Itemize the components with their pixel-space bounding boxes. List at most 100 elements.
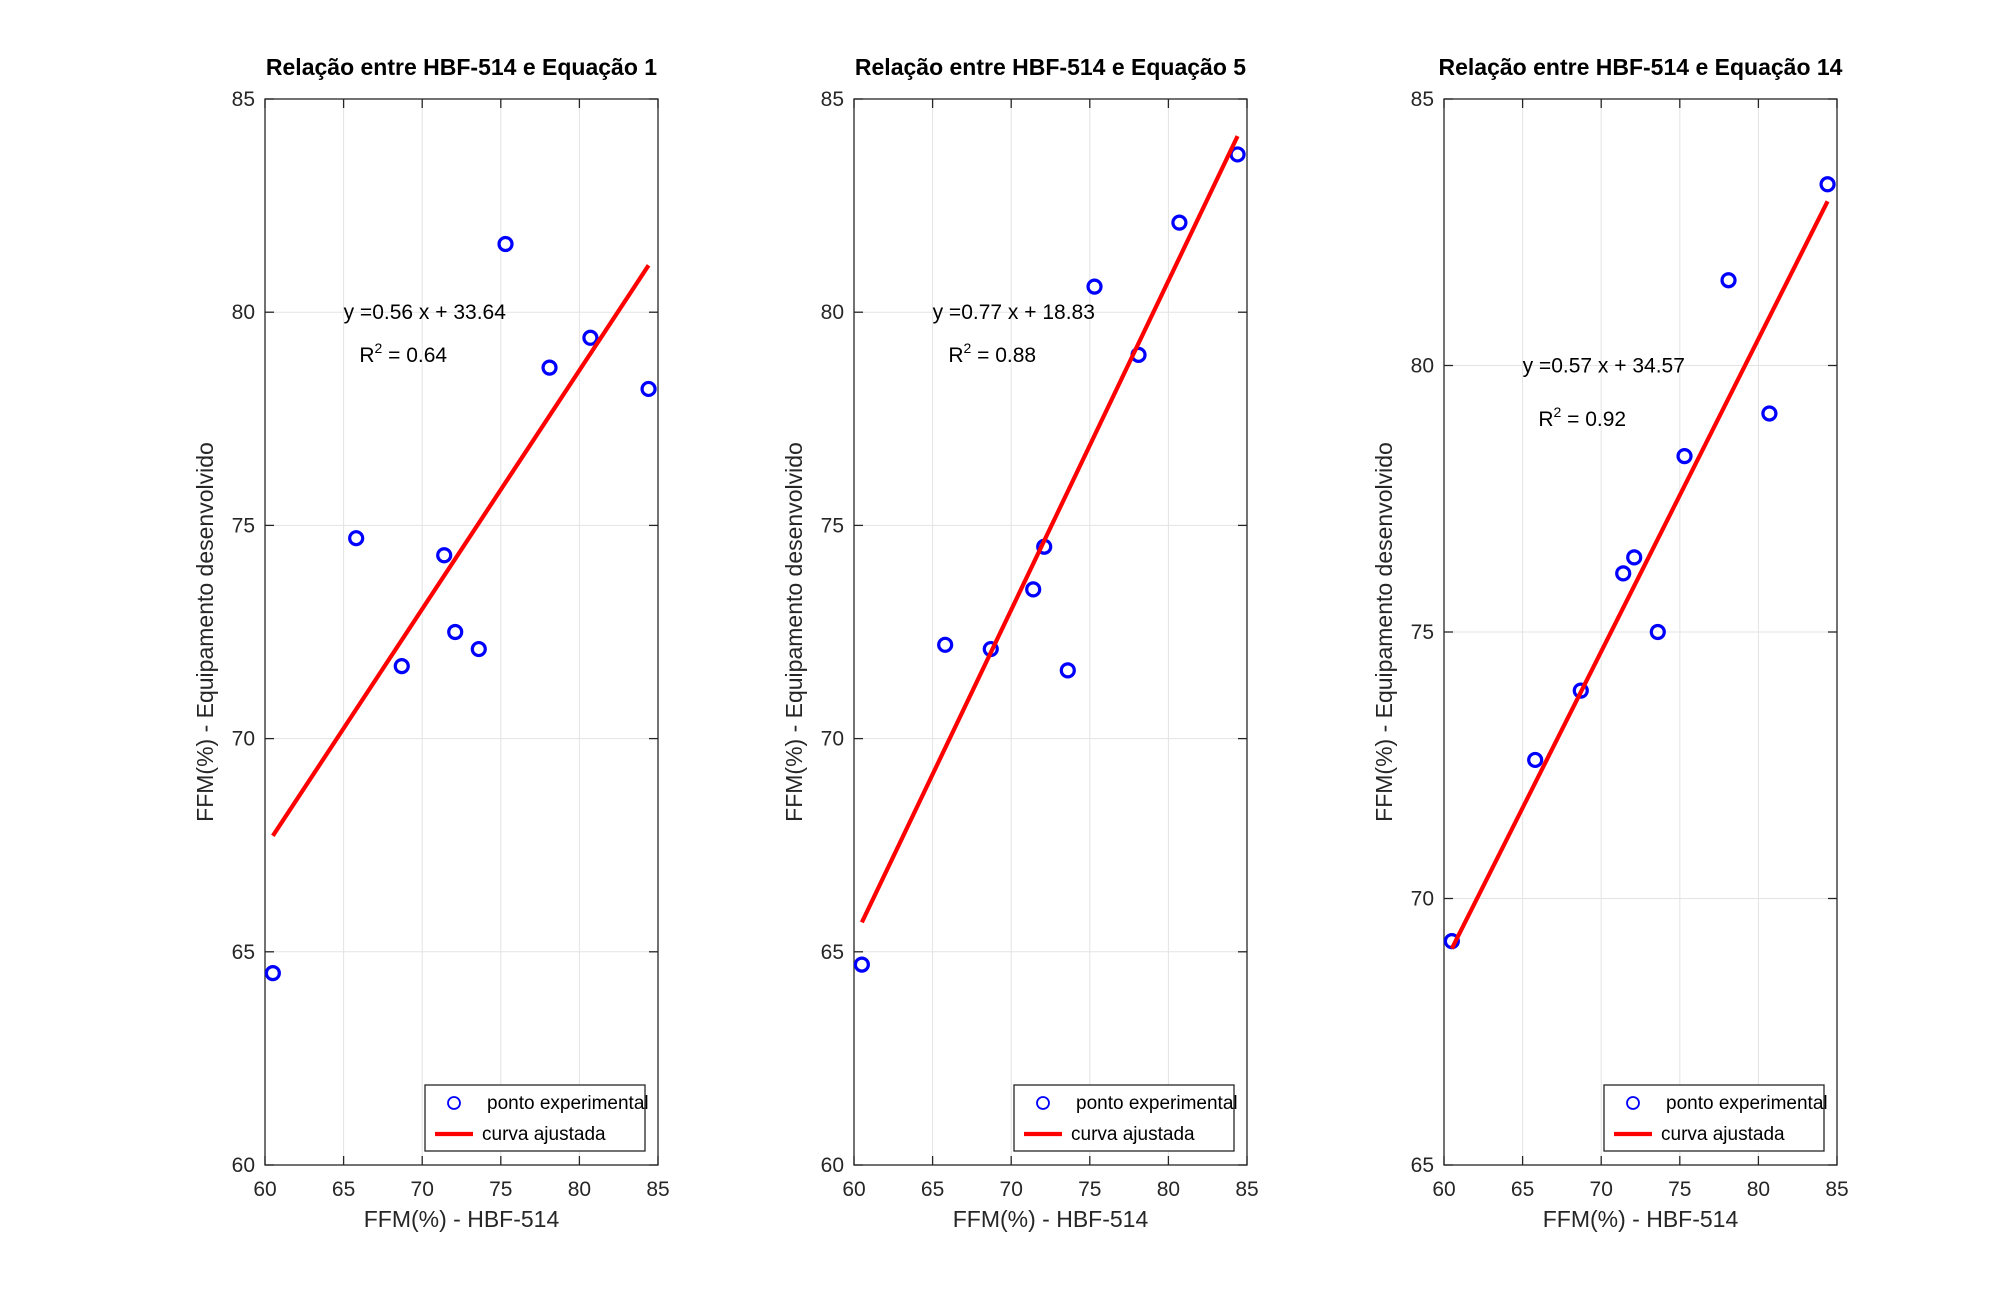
x-axis-label: FFM(%) - HBF-514 <box>953 1206 1149 1232</box>
data-point <box>1615 565 1632 582</box>
x-tick-label: 65 <box>921 1178 944 1201</box>
y-tick-label: 85 <box>821 88 844 111</box>
r-squared-label: R2 = 0.64 <box>359 340 447 367</box>
data-point <box>1086 278 1103 295</box>
x-tick-label: 60 <box>253 1178 276 1201</box>
y-tick-label: 75 <box>821 514 844 537</box>
legend: ponto experimental curva ajustada <box>1603 1084 1828 1152</box>
y-tick-label: 70 <box>1411 888 1434 911</box>
axes-box <box>853 98 1248 1166</box>
x-tick-label: 80 <box>1747 1178 1770 1201</box>
legend-label-fit: curva ajustada <box>1661 1124 1785 1145</box>
data-point <box>1059 662 1076 679</box>
legend: ponto experimental curva ajustada <box>424 1084 649 1152</box>
y-axis-label: FFM(%) - Equipamento desenvolvido <box>781 442 807 822</box>
y-tick-label: 80 <box>232 301 255 324</box>
x-tick-label: 70 <box>1590 1178 1613 1201</box>
data-point <box>447 623 464 641</box>
x-tick-label: 65 <box>332 1178 355 1201</box>
legend-label-points: ponto experimental <box>1666 1093 1828 1114</box>
data-point <box>1171 214 1188 231</box>
y-tick-label: 65 <box>1411 1154 1434 1177</box>
legend-box <box>1013 1084 1235 1152</box>
legend-marker-icon <box>1626 1096 1640 1110</box>
y-axis-label: FFM(%) - Equipamento desenvolvido <box>192 442 218 822</box>
x-tick-label: 70 <box>411 1178 434 1201</box>
y-tick-label: 65 <box>232 941 255 964</box>
data-point <box>348 530 365 547</box>
data-point <box>1572 682 1589 699</box>
equation-label: y =0.56 x + 33.64 <box>344 301 507 324</box>
x-axis-label: FFM(%) - HBF-514 <box>1543 1206 1739 1232</box>
fit-line <box>859 135 1240 924</box>
equation-label: y =0.77 x + 18.83 <box>933 301 1095 324</box>
legend-marker-icon <box>447 1096 461 1110</box>
y-tick-label: 70 <box>821 728 844 751</box>
x-tick-label: 75 <box>1668 1178 1691 1201</box>
data-point <box>497 235 514 253</box>
data-point <box>470 640 487 658</box>
y-tick-label: 75 <box>1411 621 1434 644</box>
chart-panel-1: 60 65 70 75 80 85 60 65 70 75 80 85 y =0.56 x + 33.6… <box>192 54 670 1232</box>
x-tick-label: 80 <box>568 1178 591 1201</box>
data-point <box>436 547 453 564</box>
chart-title: Relação entre HBF-514 e Equação 5 <box>855 54 1246 80</box>
data-point <box>640 380 657 398</box>
r-squared-label: R2 = 0.92 <box>1538 404 1626 431</box>
y-tick-label: 80 <box>1411 355 1434 378</box>
fit-line <box>271 264 651 837</box>
y-tick-label: 65 <box>821 941 844 964</box>
data-point <box>541 359 558 376</box>
y-tick-label: 85 <box>1411 88 1434 111</box>
fit-line <box>1449 200 1830 950</box>
x-tick-label: 75 <box>489 1178 512 1201</box>
data-point <box>937 636 954 653</box>
data-point <box>1676 448 1693 465</box>
y-tick-label: 85 <box>232 88 255 111</box>
data-point <box>1720 272 1737 289</box>
x-tick-label: 60 <box>842 1178 865 1201</box>
legend-box <box>1603 1084 1825 1152</box>
x-axis-label: FFM(%) - HBF-514 <box>364 1206 560 1232</box>
chart-title: Relação entre HBF-514 e Equação 14 <box>1439 54 1843 80</box>
data-point <box>1527 751 1544 769</box>
data-point <box>264 965 281 982</box>
x-tick-label: 75 <box>1078 1178 1101 1201</box>
legend: ponto experimental curva ajustada <box>1013 1084 1238 1152</box>
chart-title: Relação entre HBF-514 e Equação 1 <box>266 54 657 80</box>
legend-label-points: ponto experimental <box>1076 1093 1238 1114</box>
axes-box <box>1443 98 1838 1166</box>
data-point <box>1649 623 1666 641</box>
y-tick-label: 80 <box>821 301 844 324</box>
equation-label: y =0.57 x + 34.57 <box>1523 355 1685 378</box>
data-point <box>1819 176 1836 193</box>
x-tick-label: 85 <box>646 1178 669 1201</box>
data-point <box>1025 581 1042 598</box>
r-squared-label: R2 = 0.88 <box>948 340 1036 367</box>
data-point <box>853 956 870 973</box>
chart-panel-2: 60 65 70 75 80 85 60 65 70 75 80 85 y =0.77 x + 18.8… <box>781 54 1259 1232</box>
legend-box <box>424 1084 646 1152</box>
x-tick-label: 85 <box>1235 1178 1258 1201</box>
data-point <box>1761 405 1778 422</box>
data-point <box>1626 549 1643 566</box>
plot-area <box>854 99 1247 1165</box>
y-tick-label: 60 <box>232 1154 255 1177</box>
legend-label-points: ponto experimental <box>487 1093 649 1114</box>
y-tick-label: 70 <box>232 728 255 751</box>
x-tick-label: 60 <box>1432 1178 1455 1201</box>
axes-box <box>264 98 659 1166</box>
legend-marker-icon <box>1036 1096 1050 1110</box>
y-tick-label: 60 <box>821 1154 844 1177</box>
legend-label-fit: curva ajustada <box>1071 1124 1195 1145</box>
x-tick-label: 85 <box>1825 1178 1848 1201</box>
y-tick-label: 75 <box>232 514 255 537</box>
x-tick-label: 65 <box>1511 1178 1534 1201</box>
data-point <box>582 329 599 346</box>
x-tick-label: 70 <box>1000 1178 1023 1201</box>
legend-label-fit: curva ajustada <box>482 1124 606 1145</box>
data-point <box>393 658 410 675</box>
y-axis-label: FFM(%) - Equipamento desenvolvido <box>1371 442 1397 822</box>
